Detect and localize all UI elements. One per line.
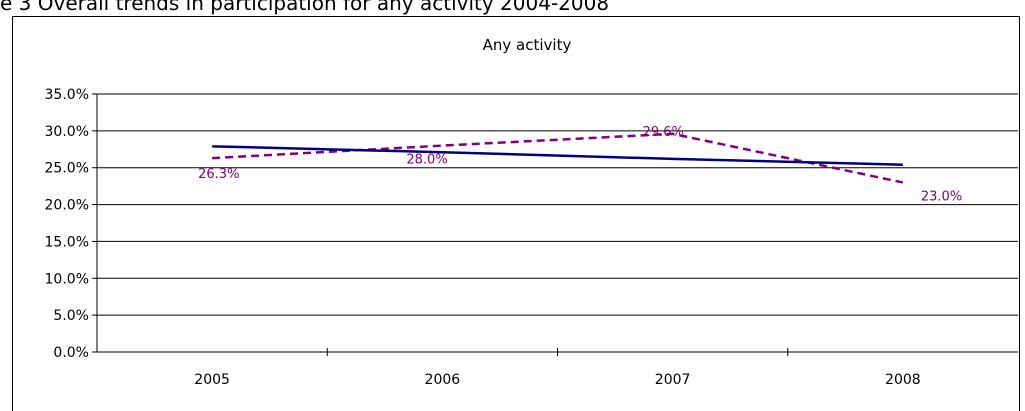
x-tick-label: 2008 (885, 372, 921, 388)
x-tick-label: 2007 (655, 372, 691, 388)
gridlines (97, 93, 1018, 316)
series-line-dashed (212, 132, 904, 184)
y-tick-label: 35.0% (45, 87, 89, 103)
data-label: 29.6% (643, 125, 684, 140)
y-tick-label: 30.0% (45, 124, 89, 140)
chart-title: Any activity (483, 36, 572, 54)
data-label: 23.0% (921, 189, 962, 204)
y-tick-label: 20.0% (45, 198, 89, 214)
x-axis: 2005 2006 2007 2008 (97, 348, 1018, 388)
y-tick-label: 15.0% (45, 234, 89, 250)
series-line-solid (212, 145, 903, 167)
y-tick-label: 10.0% (45, 271, 89, 287)
y-tick-label: 5.0% (53, 308, 89, 324)
x-tick-label: 2005 (194, 372, 230, 388)
series-group (212, 132, 904, 184)
y-axis: 0.0% 5.0% 10.0% 15.0% 20.0% 25.0% 30.0% 35.0% (45, 87, 98, 361)
y-tick-label: 0.0% (53, 345, 89, 361)
figure-caption: e 3 Overall trends in participation for … (0, 0, 610, 15)
chart-frame (12, 16, 1020, 411)
data-label: 26.3% (198, 167, 239, 182)
data-labels: 26.3% 28.0% 29.6% 23.0% (198, 125, 962, 205)
data-label: 28.0% (406, 153, 447, 168)
y-tick-label: 25.0% (45, 161, 89, 177)
x-tick-label: 2006 (425, 372, 461, 388)
